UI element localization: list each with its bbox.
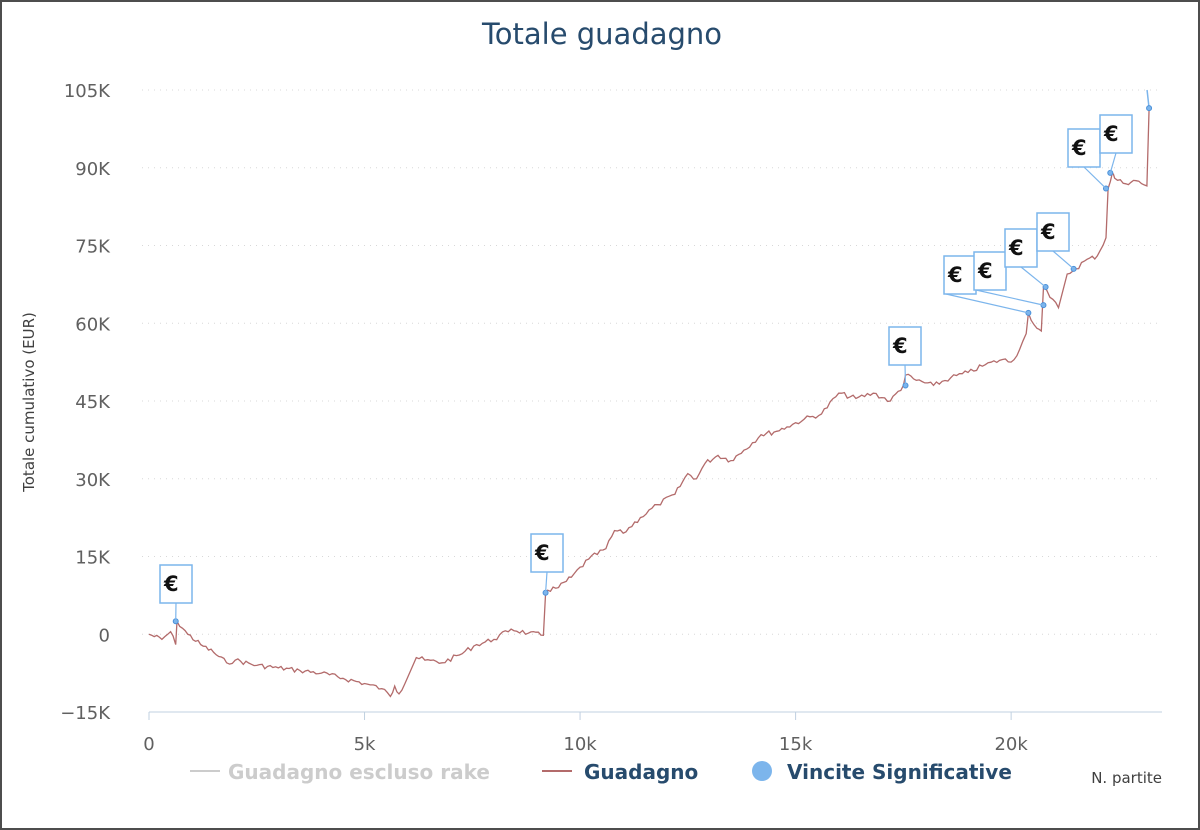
flag-marker[interactable]	[1146, 105, 1153, 112]
flag-connector	[975, 289, 1044, 306]
series-guadagno	[148, 89, 1150, 698]
flag-label: €	[892, 334, 908, 358]
flag-connector	[544, 571, 548, 593]
flag-connector	[1052, 250, 1075, 270]
flag-point	[1146, 105, 1153, 112]
y-tick-label: 75K	[75, 237, 111, 258]
flag-marker[interactable]: €	[1067, 128, 1109, 192]
y-tick-label: 30K	[75, 470, 111, 491]
flag-box	[973, 251, 1007, 291]
chart-title: Totale guadagno	[481, 17, 722, 51]
flag-marker[interactable]: €	[1099, 114, 1133, 176]
y-tick-label: 15K	[75, 548, 111, 569]
legend-item-vincite-significative[interactable]: Vincite Significative	[752, 760, 1012, 784]
flag-box	[888, 326, 922, 366]
flag-marker[interactable]: €	[943, 255, 1032, 316]
grid-lines	[142, 89, 1162, 635]
legend-symbol-vincite	[752, 761, 772, 781]
y-tick-label: 60K	[75, 314, 111, 335]
legend: Guadagno escluso rake Guadagno Vincite S…	[190, 760, 1012, 784]
x-tick-label: 0	[143, 734, 154, 755]
flag-label: €	[163, 572, 179, 596]
flag-label: €	[534, 541, 550, 565]
x-axis-label: N. partite	[1091, 769, 1162, 787]
y-tick-label: 0	[99, 625, 110, 646]
flag-connector	[1109, 152, 1117, 174]
flag-marker[interactable]: €	[530, 533, 564, 596]
x-tick-label: 5k	[354, 734, 376, 755]
y-tick-label: 105K	[64, 81, 111, 102]
series-line-guadagno	[148, 108, 1150, 698]
flag-marker[interactable]: €	[159, 564, 193, 625]
flag-markers: € € € € € € € € €	[159, 105, 1153, 625]
series-line-overflow	[1146, 89, 1150, 109]
flag-connector	[1083, 166, 1107, 189]
flag-marker[interactable]: €	[973, 251, 1047, 309]
flag-box	[1004, 228, 1038, 268]
flag-box	[1067, 128, 1101, 168]
flag-box	[1036, 212, 1070, 252]
flag-label: €	[1071, 136, 1087, 160]
legend-label-rake: Guadagno escluso rake	[228, 760, 490, 784]
legend-item-guadagno-escluso-rake[interactable]: Guadagno escluso rake	[190, 760, 490, 784]
y-tick-label: 45K	[75, 392, 111, 413]
flag-box	[1099, 114, 1133, 154]
legend-label-vincite: Vincite Significative	[787, 760, 1012, 784]
flag-label: €	[947, 263, 963, 287]
y-tick-label: 90K	[75, 159, 111, 180]
flag-connector	[1020, 266, 1046, 288]
flag-label: €	[1008, 236, 1024, 260]
x-tick-label: 15k	[779, 734, 813, 755]
flag-connector	[904, 364, 907, 386]
flag-label: €	[1040, 220, 1056, 244]
flag-label: €	[977, 259, 993, 283]
flag-box	[943, 255, 977, 295]
flag-label: €	[1103, 122, 1119, 146]
flag-marker[interactable]: €	[888, 326, 922, 389]
x-axis-ticks: 0 5k 10k 15k 20k	[143, 712, 1028, 755]
legend-item-guadagno[interactable]: Guadagno	[542, 760, 698, 784]
y-axis-label: Totale cumulativo (EUR)	[20, 312, 38, 493]
flag-connector	[945, 293, 1029, 314]
flag-marker[interactable]: €	[1036, 212, 1077, 272]
x-tick-label: 10k	[563, 734, 597, 755]
y-tick-label: −15K	[60, 703, 111, 724]
flag-box	[159, 564, 193, 604]
y-axis-ticks: −15K 0 15K 30K 45K 60K 75K 90K 105K	[60, 81, 111, 724]
flag-box	[530, 533, 564, 573]
x-tick-label: 20k	[994, 734, 1028, 755]
legend-label-guadagno: Guadagno	[584, 760, 698, 784]
flag-marker[interactable]: €	[1004, 228, 1049, 290]
